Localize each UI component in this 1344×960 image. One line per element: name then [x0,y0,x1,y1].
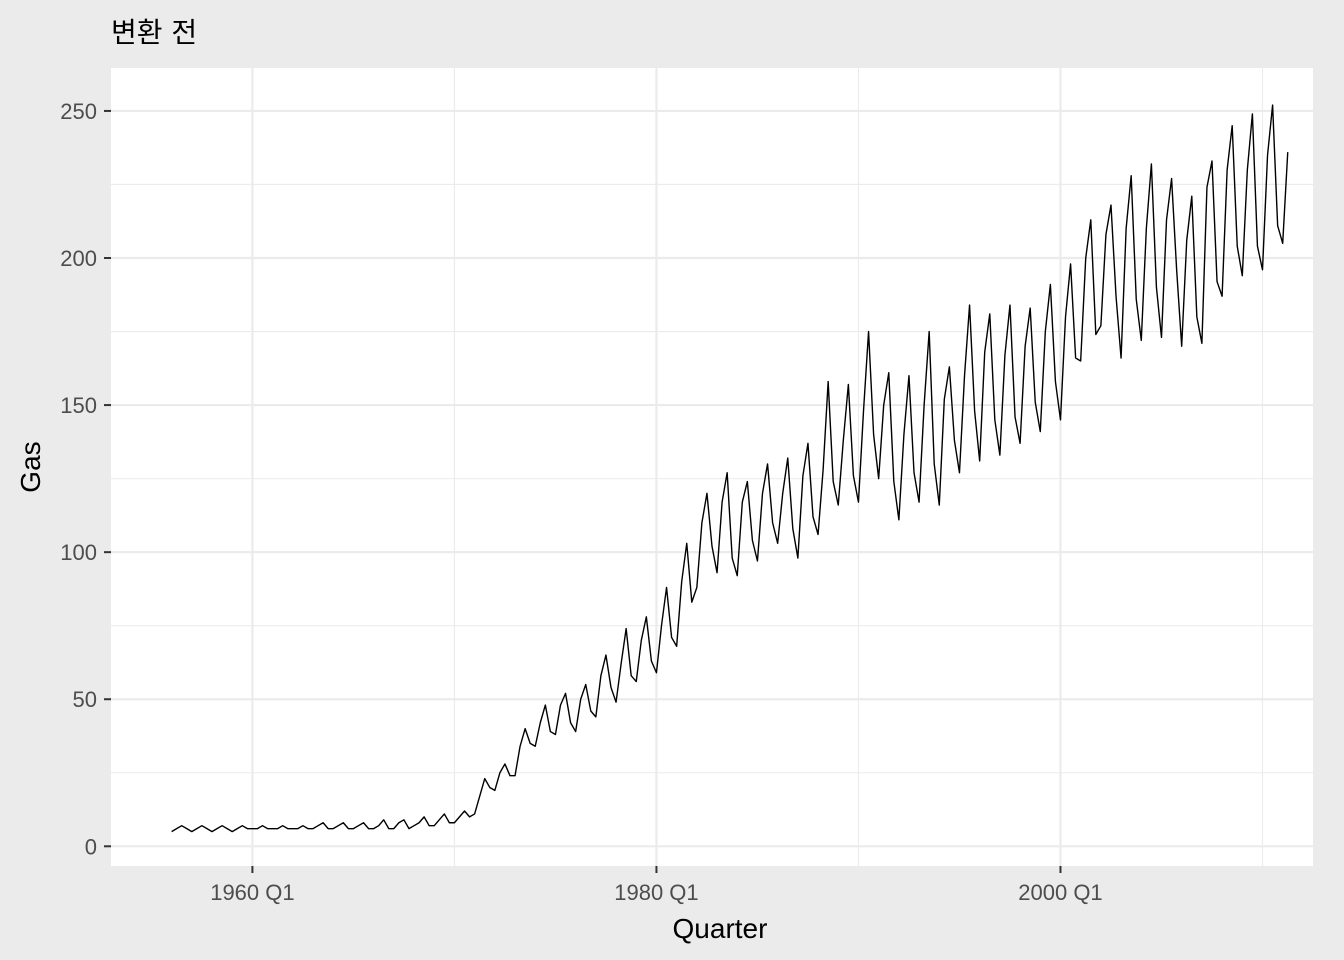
x-axis-ticks: 1960 Q1 1980 Q1 2000 Q1 [210,866,1103,905]
y-tick-label: 250 [60,99,97,124]
y-tick-label: 50 [73,687,97,712]
grid-lines [111,68,1313,866]
series-line [171,104,1289,833]
y-axis-label: Gas [15,441,46,492]
y-axis-ticks: 0 50 100 150 200 250 [60,99,111,859]
chart-title: 변환 전 [111,16,197,49]
y-tick-label: 100 [60,540,97,565]
x-axis-label: Quarter [673,913,768,944]
x-tick-label: 2000 Q1 [1018,880,1102,905]
series-layer [171,104,1289,833]
x-tick-label: 1960 Q1 [210,880,294,905]
plot-area [111,68,1313,866]
y-tick-label: 200 [60,246,97,271]
y-tick-label: 150 [60,393,97,418]
y-tick-label: 0 [85,834,97,859]
x-tick-label: 1980 Q1 [614,880,698,905]
